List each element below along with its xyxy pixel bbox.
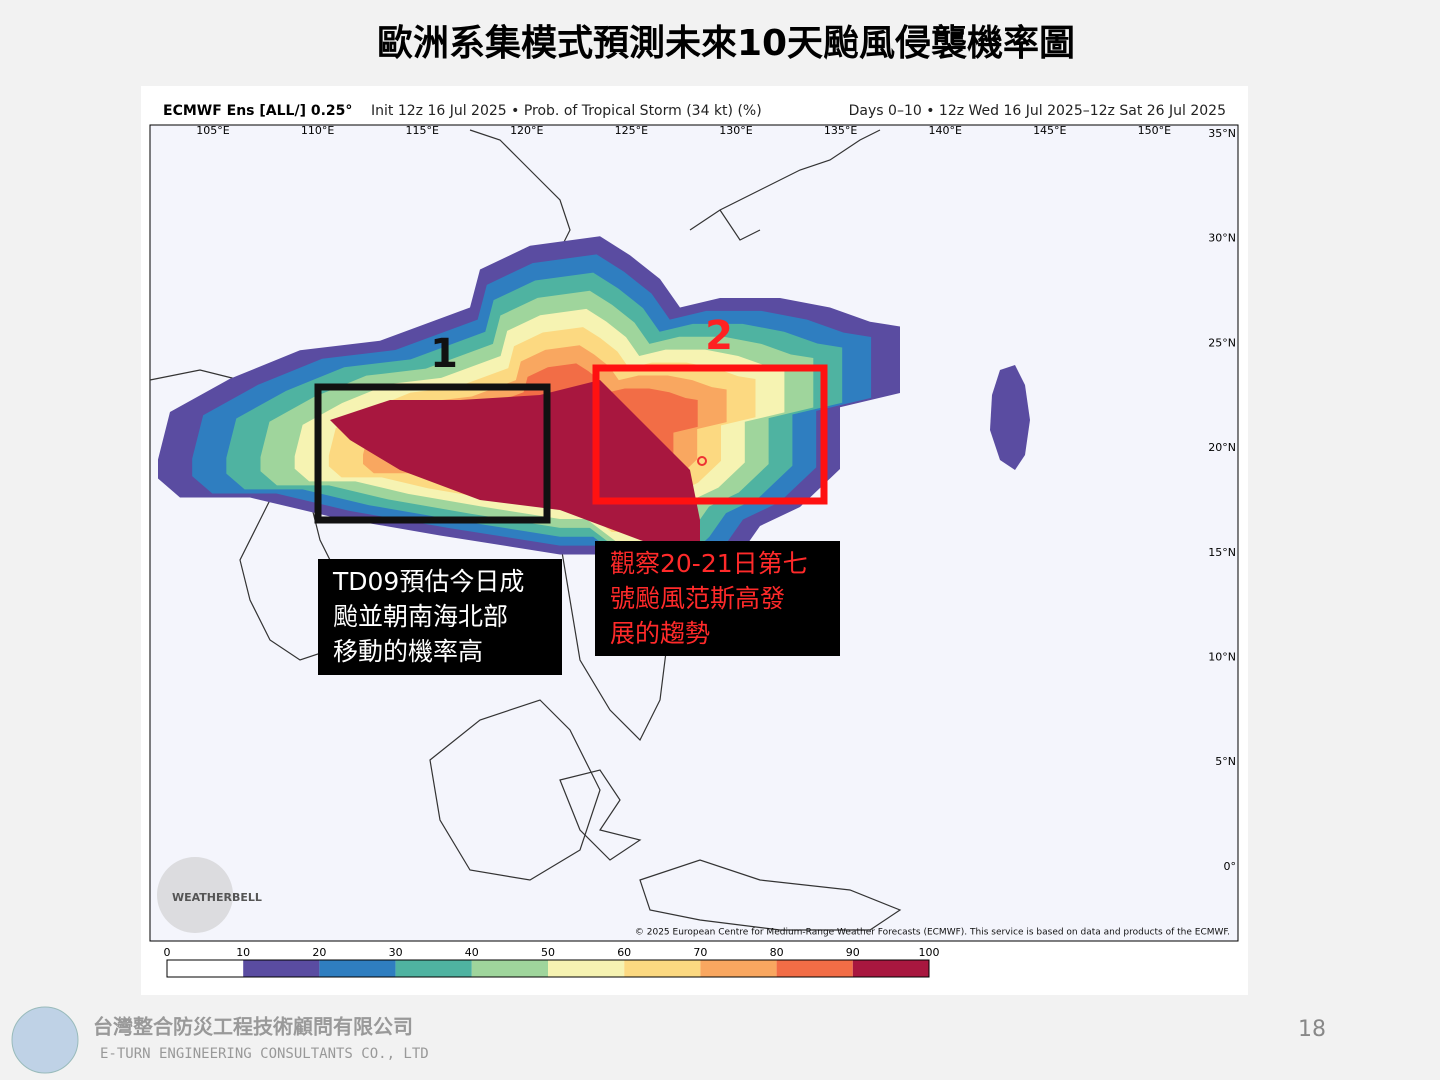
logo-text: WEATHERBELL bbox=[172, 891, 262, 904]
box-1-label: 1 bbox=[430, 331, 458, 377]
colorbar-tick-label: 20 bbox=[312, 946, 326, 959]
colorbar-tick-label: 0 bbox=[164, 946, 171, 959]
probability-area-island bbox=[990, 365, 1030, 470]
company-logo bbox=[11, 1006, 79, 1074]
note-1-box bbox=[318, 559, 562, 675]
storm-center bbox=[697, 456, 707, 466]
note-line: 號颱風范斯高發 bbox=[610, 584, 785, 613]
map: © 2025 European Centre for Medium-Range … bbox=[149, 124, 1239, 942]
colorbar-segment bbox=[548, 960, 625, 977]
map-header-right: Days 0–10 • 12z Wed 16 Jul 2025–12z Sat … bbox=[849, 103, 1226, 119]
colorbar-segment bbox=[700, 960, 777, 977]
colorbar-segment bbox=[624, 960, 701, 977]
colorbar-tick-label: 30 bbox=[389, 946, 403, 959]
lat-label: 10°N bbox=[1208, 651, 1236, 664]
colorbar-segment bbox=[167, 960, 244, 977]
new-guinea bbox=[639, 859, 902, 931]
note-2-box bbox=[595, 541, 840, 656]
lon-label: 115°E bbox=[405, 124, 438, 137]
note-line: 觀察20-21日第七 bbox=[610, 549, 808, 578]
colorbar-frame bbox=[166, 959, 930, 978]
colorbar-segment bbox=[243, 960, 320, 977]
lon-label: 140°E bbox=[928, 124, 961, 137]
lat-label: 35°N bbox=[1208, 127, 1236, 140]
note-line: 展的趨勢 bbox=[610, 619, 710, 648]
colorbar-tick-label: 40 bbox=[465, 946, 479, 959]
colorbar-tick-label: 90 bbox=[846, 946, 860, 959]
note-line: 移動的機率高 bbox=[333, 637, 483, 666]
colorbar-tick-label: 10 bbox=[236, 946, 250, 959]
lon-label: 125°E bbox=[615, 124, 648, 137]
lat-label: 30°N bbox=[1208, 232, 1236, 245]
colorbar-tick-label: 80 bbox=[770, 946, 784, 959]
colorbar-segment bbox=[471, 960, 548, 977]
lat-label: 20°N bbox=[1208, 441, 1236, 454]
slide-title: 歐洲系集模式預測未來10天颱風侵襲機率圖 bbox=[377, 23, 1075, 64]
copyright: © 2025 European Centre for Medium-Range … bbox=[635, 928, 1230, 938]
note-line: 颱並朝南海北部 bbox=[333, 602, 508, 631]
probability-core bbox=[330, 380, 700, 560]
lon-label: 120°E bbox=[510, 124, 543, 137]
colorbar-tick-label: 50 bbox=[541, 946, 555, 959]
lat-label: 25°N bbox=[1208, 336, 1236, 349]
logo-globe bbox=[157, 857, 233, 933]
colorbar-tick-label: 70 bbox=[693, 946, 707, 959]
note-line: TD09預估今日成 bbox=[332, 567, 524, 596]
page-number: 18 bbox=[1298, 1017, 1326, 1042]
borneo bbox=[429, 699, 601, 881]
colorbar-tick-label: 100 bbox=[919, 946, 940, 959]
colorbar-segment bbox=[395, 960, 472, 977]
lon-label: 150°E bbox=[1138, 124, 1171, 137]
lon-label: 145°E bbox=[1033, 124, 1066, 137]
company-name-en: E-TURN ENGINEERING CONSULTANTS CO., LTD bbox=[100, 1046, 429, 1062]
box-1 bbox=[314, 383, 551, 524]
map-header-model: ECMWF Ens [ALL/] 0.25° bbox=[163, 103, 352, 119]
colorbar-segment bbox=[852, 960, 929, 977]
colorbar-segment bbox=[776, 960, 853, 977]
company-name-zh: 台灣整合防災工程技術顧問有限公司 bbox=[93, 1015, 413, 1039]
map-header-desc: Init 12z 16 Jul 2025 • Prob. of Tropical… bbox=[371, 103, 762, 119]
lon-label: 135°E bbox=[824, 124, 857, 137]
sulawesi bbox=[559, 769, 642, 861]
colorbar-tick-label: 60 bbox=[617, 946, 631, 959]
lon-label: 105°E bbox=[196, 124, 229, 137]
lat-label: 5°N bbox=[1215, 755, 1236, 768]
colorbar-segment bbox=[319, 960, 396, 977]
box-2 bbox=[592, 364, 828, 505]
lon-label: 130°E bbox=[719, 124, 752, 137]
probability-plume bbox=[158, 236, 900, 593]
lon-label: 110°E bbox=[301, 124, 334, 137]
lat-label: 15°N bbox=[1208, 546, 1236, 559]
japan-coast bbox=[689, 129, 881, 241]
lat-label: 0° bbox=[1224, 860, 1237, 873]
box-2-label: 2 bbox=[705, 313, 733, 359]
colorbar: 0 10 20 30 40 50 60 70 80 90 100 bbox=[164, 946, 940, 978]
